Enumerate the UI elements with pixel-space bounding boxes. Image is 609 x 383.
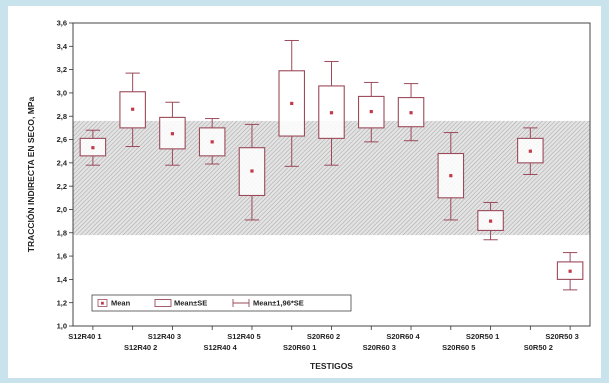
x-tick-label: S12R40 5	[227, 332, 260, 341]
legend-frame	[91, 294, 352, 312]
legend-label-ci: Mean±1,96*SE	[253, 299, 304, 308]
x-tick-label: S12R40 4	[204, 343, 238, 352]
mean-point	[91, 146, 95, 150]
box-group	[318, 60, 345, 166]
mean-point	[488, 219, 493, 223]
mean-point	[329, 111, 334, 115]
mean-point	[210, 140, 214, 144]
axes	[69, 22, 591, 330]
x-tick-label: S20R60 1	[283, 343, 316, 352]
box-group	[198, 118, 226, 165]
box-group	[278, 39, 306, 167]
y-tick-label: 3,6	[57, 19, 67, 28]
mean-point	[369, 109, 373, 114]
x-tick-label: S20R60 5	[442, 343, 475, 352]
box-group	[437, 132, 465, 221]
legend: Mean Mean±SE Mean±1,96*SE	[91, 294, 352, 312]
y-tick-label: 2,6	[57, 135, 67, 144]
se-box	[397, 97, 425, 128]
y-tick-label: 1,4	[57, 275, 68, 284]
chart: 1,0 1,2 1,4 1,6 1,8 2,0 2,2 2,4 2,6 2,8 3,0 3,2 3,4 3…	[8, 6, 601, 378]
boxes	[79, 39, 584, 291]
box-group	[556, 252, 584, 291]
legend-item-se: Mean±SE	[154, 299, 207, 308]
y-tick-label: 1,8	[57, 228, 67, 237]
mean-point	[409, 111, 413, 115]
y-tick-label: 3,2	[57, 65, 67, 74]
box-group	[357, 81, 385, 143]
y-tick-label: 3,4	[57, 42, 68, 51]
x-tick-label: S20R60 3	[363, 343, 396, 352]
mean-point	[250, 169, 254, 173]
y-tick-label: 2,0	[57, 205, 67, 214]
legend-ci-symbol	[232, 299, 250, 307]
y-axis-title: TRACCIÓN INDIRECTA EN SECO, MPa	[25, 97, 36, 253]
legend-item-mean: Mean	[97, 299, 131, 308]
x-tick-label: S20R50 1	[466, 332, 499, 341]
se-box	[437, 152, 465, 199]
x-tick-label: S20R60 2	[307, 332, 340, 341]
box-group	[79, 129, 107, 166]
y-tick-label: 1,2	[57, 298, 67, 307]
box-group	[119, 72, 146, 148]
box-group	[159, 101, 186, 166]
x-tick-label: S12R40 3	[148, 332, 181, 341]
y-tick-label: 3,0	[57, 89, 67, 98]
legend-se-symbol	[154, 299, 172, 307]
mean-point	[290, 101, 294, 106]
legend-mean-point	[101, 301, 104, 305]
mean-point	[528, 149, 532, 153]
y-tick-label: 1,0	[57, 322, 67, 331]
mean-point	[170, 132, 175, 136]
x-tick-label: S12R40 1	[68, 332, 101, 341]
x-axis-title: TESTIGOS	[310, 361, 353, 371]
y-tick-label: 2,4	[57, 158, 68, 167]
box-group	[477, 201, 504, 241]
y-tick-label: 1,6	[57, 252, 67, 261]
y-tick-label: 2,2	[57, 182, 67, 191]
x-tick-label: S12R40 2	[124, 343, 157, 352]
box-group	[397, 83, 425, 142]
tick-labels: 1,0 1,2 1,4 1,6 1,8 2,0 2,2 2,4 2,6 2,8 3,0 3,2 3,4 3…	[57, 19, 579, 352]
mean-point	[449, 174, 453, 178]
legend-mean-symbol	[97, 299, 108, 307]
x-tick-label: S20R50 3	[545, 332, 578, 341]
box-group	[238, 123, 266, 221]
y-tick-label: 2,8	[57, 112, 67, 121]
box-group	[517, 127, 544, 175]
x-tick-label: S20R60 4	[386, 332, 420, 341]
legend-label-se: Mean±SE	[174, 299, 207, 308]
x-tick-label: S0R50 2	[524, 343, 553, 352]
mean-point	[131, 107, 135, 111]
mean-point	[568, 269, 572, 273]
legend-item-ci: Mean±1,96*SE	[232, 299, 304, 308]
se-box	[159, 116, 186, 150]
legend-label-mean: Mean	[111, 299, 131, 308]
